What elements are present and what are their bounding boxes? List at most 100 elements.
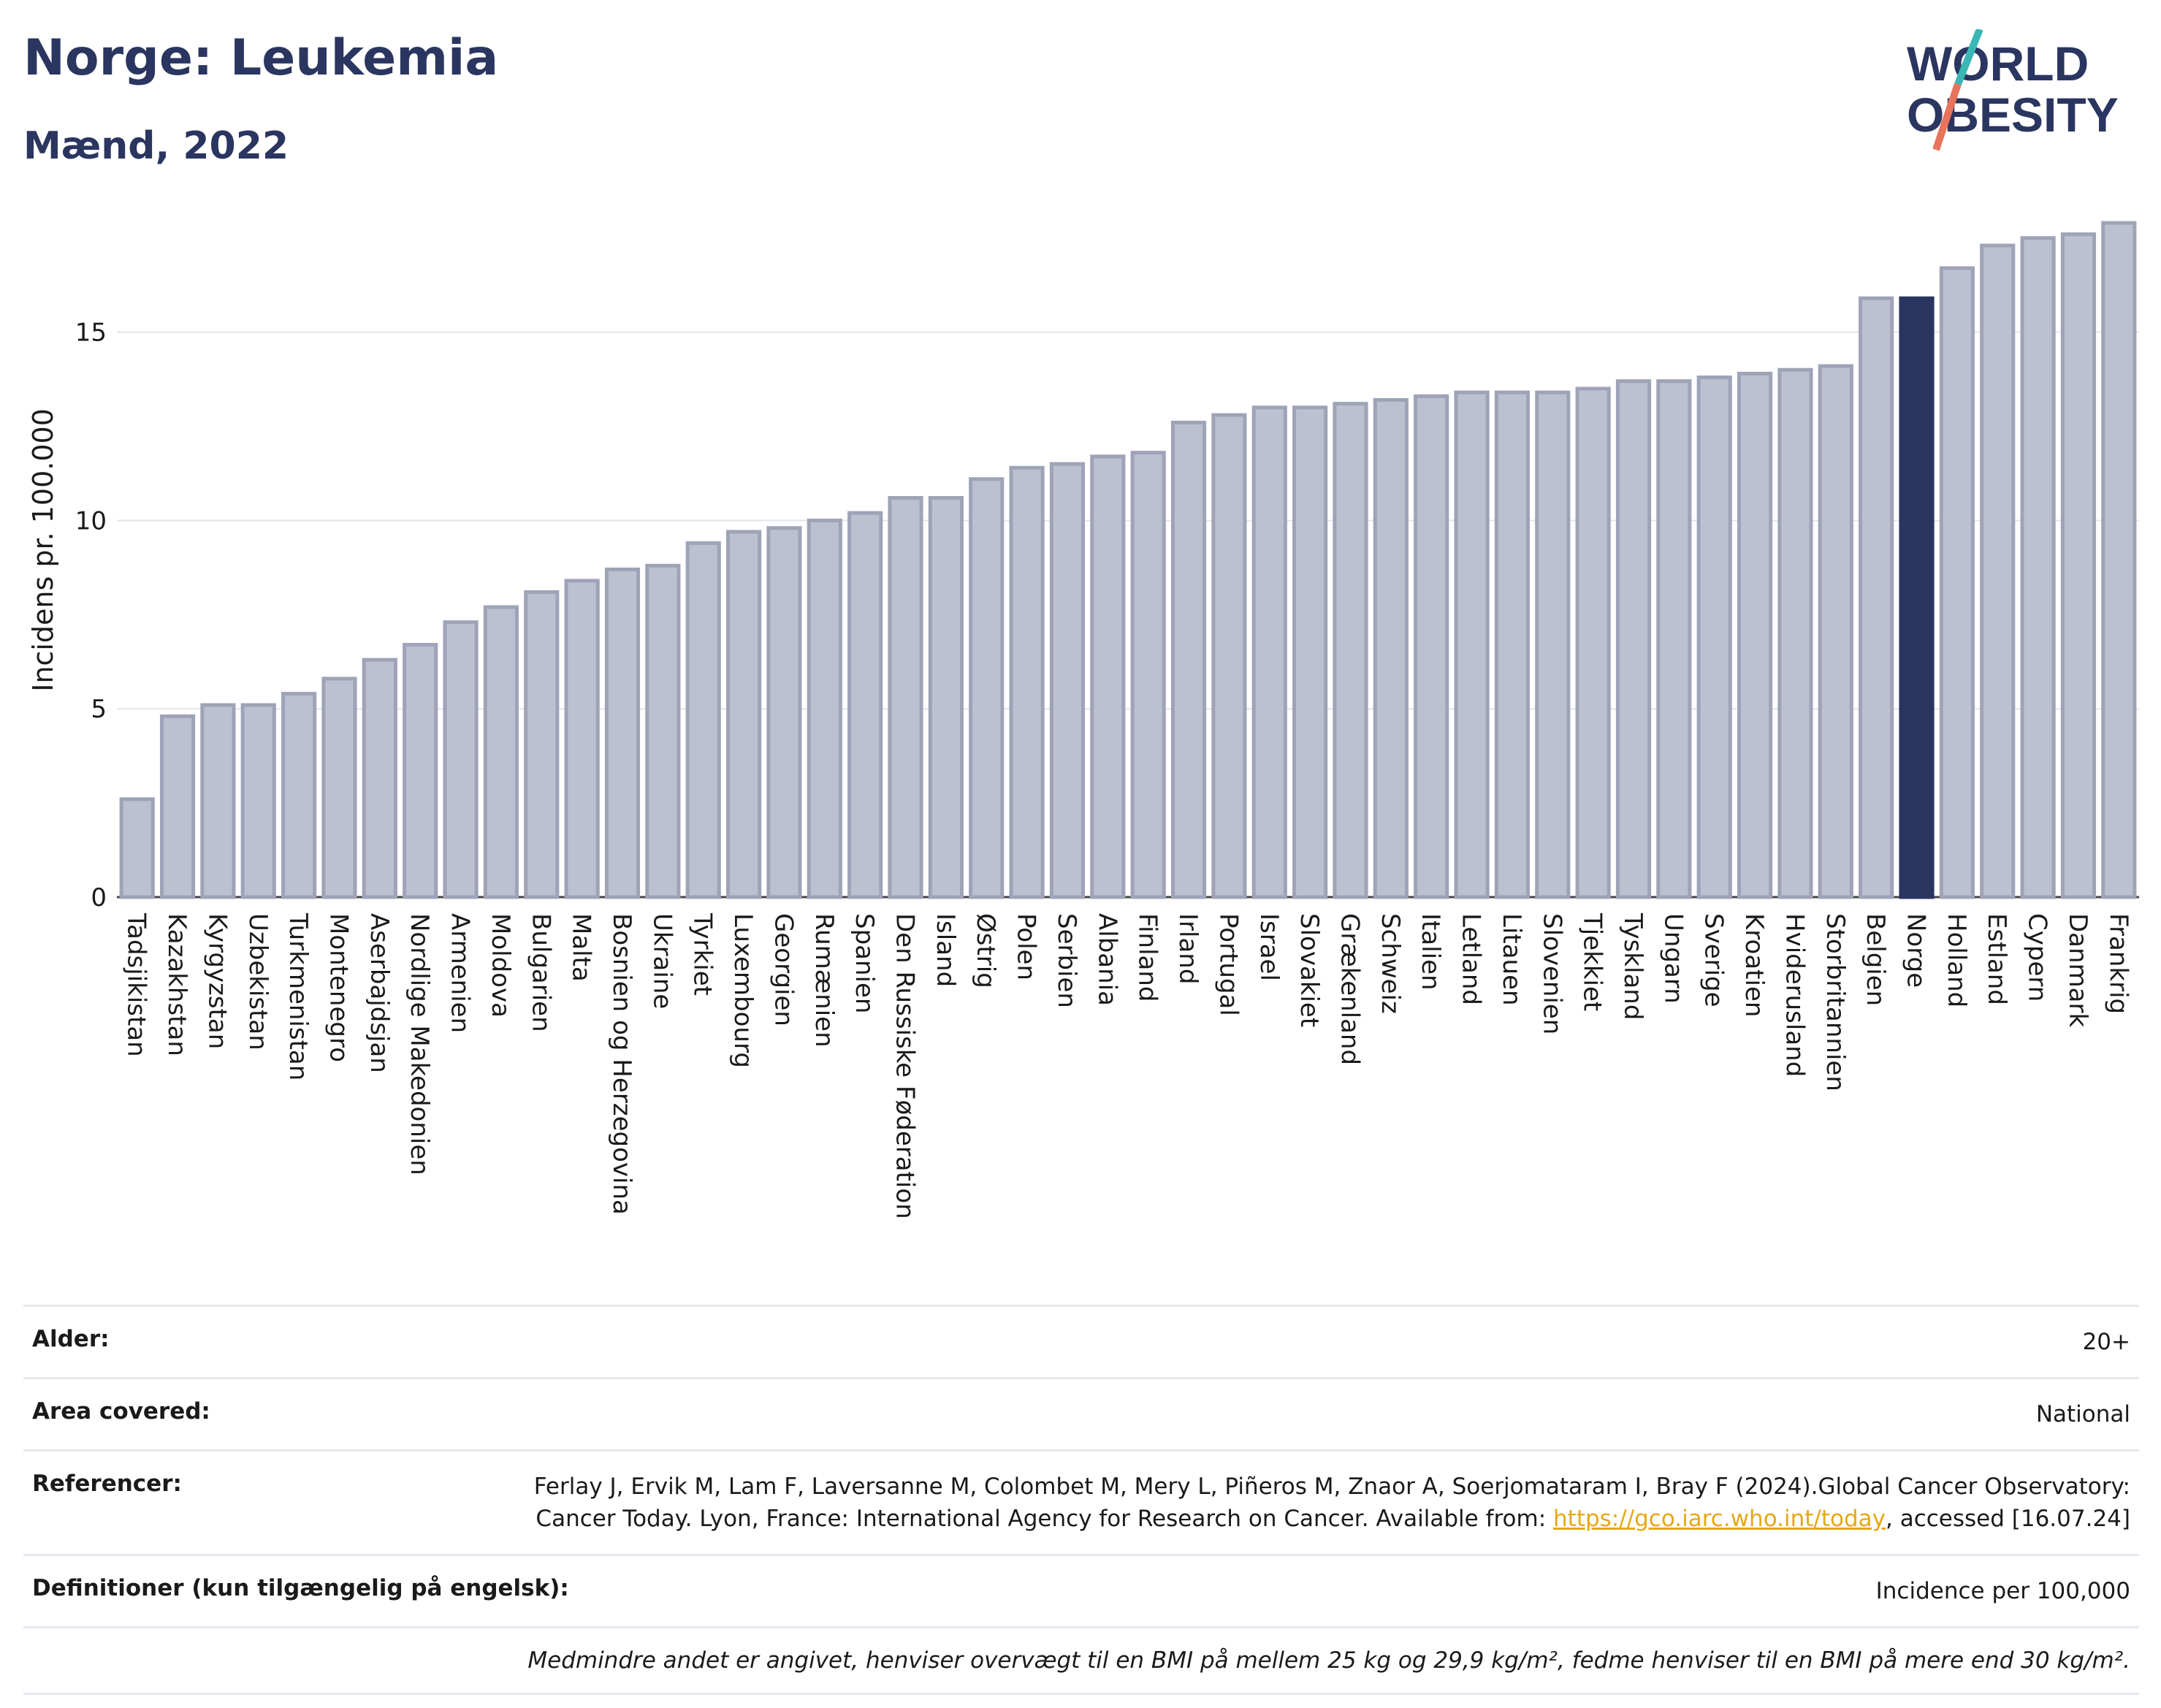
- bar: [403, 643, 438, 899]
- bar: [524, 590, 560, 899]
- x-tick-label: Tyskland: [1618, 912, 1647, 1020]
- y-tick-label: 0: [91, 883, 107, 912]
- bar: [1777, 367, 1813, 899]
- bar: [1090, 454, 1126, 899]
- bar: [1170, 420, 1207, 899]
- x-tick-label: Irland: [1173, 913, 1203, 984]
- x-tick-label: Slovakiet: [1295, 913, 1324, 1027]
- bar: [1049, 462, 1086, 899]
- bar: [1211, 413, 1247, 899]
- bar: [159, 714, 196, 899]
- logo-slash-teal-icon: [1954, 29, 1983, 85]
- x-tick-label: Malta: [567, 913, 596, 982]
- bar: [928, 496, 964, 899]
- bar: [1859, 296, 1894, 899]
- bar: [1980, 243, 2016, 899]
- bar: [321, 676, 357, 899]
- x-tick-label: Grækenland: [1335, 913, 1364, 1065]
- x-tick-label: Litauen: [1497, 913, 1526, 1006]
- definitions-label: Definitioner (kun tilgængelig på engelsk…: [32, 1575, 569, 1601]
- x-tick-label: Polen: [1012, 913, 1041, 980]
- logo-line-1: WORLD: [1907, 37, 2089, 91]
- meta-row-area: Area covered: National: [23, 1377, 2139, 1449]
- bar: [1009, 465, 1045, 899]
- x-tick-label: Danmark: [2063, 913, 2092, 1027]
- bar: [766, 526, 802, 899]
- age-label: Alder:: [32, 1326, 110, 1352]
- references-link[interactable]: https://gco.iarc.who.int/today: [1553, 1506, 1886, 1532]
- x-tick-label: Estland: [1982, 913, 2011, 1005]
- x-tick-label: Den Russiske Føderation: [891, 913, 920, 1219]
- x-tick-label: Turkmenistan: [283, 912, 313, 1080]
- x-tick-label: Luxembourg: [728, 913, 758, 1068]
- bar: [1535, 390, 1571, 899]
- bar: [1292, 405, 1328, 899]
- x-tick-label: Sverige: [1699, 913, 1729, 1007]
- y-tick-labels: 0 5 10 15: [75, 319, 107, 912]
- bar: [1615, 379, 1652, 899]
- bar: [1656, 379, 1692, 899]
- bars: [119, 221, 2137, 899]
- bar: [2060, 232, 2097, 899]
- x-tick-label: Finland: [1133, 913, 1162, 1002]
- x-tick-label: Kyrgyzstan: [202, 913, 232, 1049]
- x-tick-label: Norge: [1902, 913, 1931, 988]
- bar: [483, 605, 519, 899]
- x-tick-label: Bulgarien: [526, 913, 555, 1032]
- x-tick-label: Storbritannien: [1821, 913, 1850, 1091]
- bar: [1494, 390, 1531, 899]
- x-tick-label: Hviderusland: [1780, 913, 1809, 1077]
- bar: [119, 797, 155, 899]
- meta-row-age: Alder: 20+: [23, 1305, 2139, 1377]
- bar: [564, 579, 600, 899]
- x-tick-label: Tyrkiet: [688, 912, 717, 996]
- bar: [1373, 397, 1409, 899]
- references-value: Ferlay J, Ervik M, Lam F, Laversanne M, …: [523, 1471, 2130, 1535]
- x-tick-label: Tjekkiet: [1578, 912, 1607, 1011]
- x-tick-label: Østrig: [971, 913, 1000, 988]
- x-tick-label: Cypern: [2023, 913, 2052, 1002]
- x-tick-label: Aserbajdsjan: [365, 913, 394, 1073]
- references-text-1: Ferlay J, Ervik M, Lam F, Laversanne M, …: [533, 1473, 2130, 1532]
- x-tick-label: Uzbekistan: [243, 913, 272, 1051]
- area-label: Area covered:: [32, 1398, 210, 1425]
- bar-chart: 0 5 10 15 Tadsjikistan Kazakhstan Kyrgyzstan U…: [27, 221, 2139, 1219]
- x-tick-label: Italien: [1416, 913, 1445, 991]
- meta-row-definitions: Definitioner (kun tilgængelig på engelsk…: [23, 1554, 2139, 1626]
- x-tick-label: Bosnien og Herzegovina: [607, 913, 636, 1215]
- x-tick-label: Slovenien: [1537, 913, 1566, 1034]
- meta-row-references: Referencer: Ferlay J, Ervik M, Lam F, La…: [23, 1449, 2139, 1554]
- age-value: 20+: [2082, 1329, 2130, 1355]
- x-tick-label: Nordlige Makedonien: [405, 913, 434, 1175]
- x-tick-label: Moldova: [486, 913, 515, 1018]
- x-tick-label: Ukraine: [647, 913, 676, 1009]
- bar: [240, 703, 276, 899]
- bar: [200, 703, 236, 899]
- x-tick-label: Albania: [1092, 913, 1121, 1006]
- bar: [2101, 221, 2137, 899]
- x-tick-label: Montenegro: [324, 913, 353, 1062]
- x-tick-label: Armenien: [446, 913, 475, 1033]
- bar: [1696, 375, 1732, 899]
- x-tick-label: Frankrig: [2103, 913, 2133, 1014]
- x-tick-label: Serbien: [1052, 913, 1081, 1008]
- bar: [685, 541, 721, 899]
- y-tick-label: 15: [75, 319, 107, 348]
- bar: [1737, 371, 1773, 899]
- x-tick-label: Schweiz: [1376, 913, 1405, 1014]
- bar-highlight: [1899, 296, 1935, 899]
- x-tick-label: Island: [931, 913, 960, 987]
- y-tick-label: 5: [91, 695, 107, 724]
- x-tick-label: Kroatien: [1739, 913, 1769, 1017]
- logo-slash-red-icon: [1932, 83, 1962, 151]
- x-tick-label: Israel: [1254, 913, 1284, 981]
- y-tick-label: 10: [75, 506, 107, 535]
- bar: [604, 567, 641, 899]
- bar: [1414, 394, 1449, 899]
- x-tick-label: Letland: [1457, 913, 1486, 1005]
- bar: [2020, 236, 2056, 899]
- page-subtitle: Mænd, 2022: [23, 124, 289, 168]
- bar: [443, 620, 479, 899]
- y-axis-label: Incidens pr. 100.000: [27, 408, 59, 692]
- footnote: Medmindre andet er angivet, henviser ove…: [527, 1647, 2130, 1674]
